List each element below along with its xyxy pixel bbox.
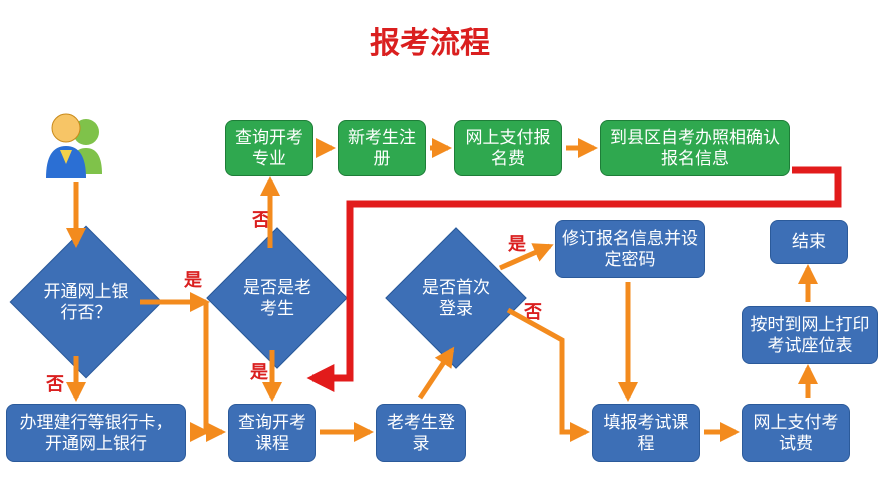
decision-label-d_bank: 开通网上银行否？: [32, 248, 140, 356]
edge-label-bank_yes: 是: [184, 266, 202, 292]
node-b_modify: 修订报名信息并设定密码: [555, 220, 705, 278]
arrow-orange-13: [508, 310, 586, 432]
edge-label-old_yes: 是: [250, 358, 268, 384]
decision-label-d_first: 是否首次登录: [406, 248, 506, 348]
decision-label-d_old: 是否是老考生: [227, 248, 327, 348]
node-g_pay: 网上支付报名费: [454, 120, 562, 176]
edge-label-bank_no: 否: [46, 370, 64, 396]
node-b_login: 老考生登录: [376, 404, 466, 462]
node-b_print: 按时到网上打印考试座位表: [742, 306, 878, 364]
node-g_reg: 新考生注册: [338, 120, 426, 176]
flowchart-title: 报考流程: [370, 18, 490, 62]
node-b_end: 结束: [770, 220, 848, 264]
node-b_payexam: 网上支付考试费: [742, 404, 850, 462]
node-g_confirm: 到县区自考办照相确认报名信息: [600, 120, 790, 176]
node-b_fill: 填报考试课程: [592, 404, 700, 462]
node-g_major: 查询开考专业: [225, 120, 313, 176]
edge-label-first_yes: 是: [508, 230, 526, 256]
edge-label-old_no: 否: [252, 206, 270, 232]
arrow-orange-2: [206, 302, 222, 432]
start-avatar-icon: [40, 108, 112, 180]
node-b_openbank: 办理建行等银行卡，开通网上银行: [6, 404, 186, 462]
decision-d_old: 是否是老考生: [227, 248, 327, 348]
decision-d_bank: 开通网上银行否？: [32, 248, 140, 356]
edge-label-first_no: 否: [524, 298, 542, 324]
decision-d_first: 是否首次登录: [406, 248, 506, 348]
node-b_course: 查询开考课程: [228, 404, 316, 462]
